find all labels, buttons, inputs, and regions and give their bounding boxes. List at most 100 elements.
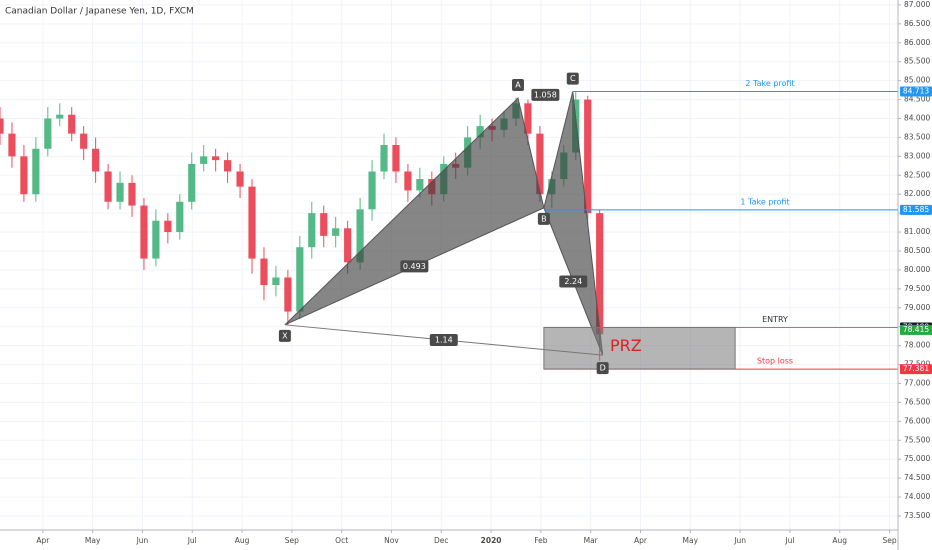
y-tick-label: 82.500 <box>904 170 930 179</box>
candle-body <box>296 247 304 312</box>
candle-body <box>56 114 64 119</box>
candle-body <box>380 144 388 172</box>
x-tick-label: Nov <box>384 536 399 545</box>
candle-body <box>176 201 184 233</box>
y-tick-label: 77.500 <box>904 360 930 369</box>
point-box <box>537 212 550 225</box>
ratio-box <box>559 275 588 288</box>
x-tick-label: May <box>85 536 101 545</box>
ratio-label: 1.058 <box>534 90 557 99</box>
y-tick-label: 81.000 <box>904 227 930 236</box>
candle-body <box>584 99 592 214</box>
price-label-box <box>900 204 932 215</box>
candle-body <box>212 156 220 161</box>
point-box <box>511 79 524 92</box>
candle-body <box>0 118 4 134</box>
candle-body <box>128 182 136 206</box>
x-tick-label: Mar <box>584 536 599 545</box>
y-tick-label: 85.000 <box>904 76 930 85</box>
candle-body <box>404 171 412 191</box>
overlay: 2 Take profit 1 Take profit ENTRY Stop loss… <box>278 72 898 375</box>
candle-body <box>260 258 268 286</box>
price-label: 84.713 <box>903 87 929 96</box>
x-tick-label: Sep <box>882 536 896 545</box>
chart-title: Canadian Dollar / Japanese Yen, 1D, FXCM <box>5 7 194 17</box>
candle-body <box>164 220 172 233</box>
ratio-label: 0.493 <box>403 262 426 271</box>
candle-body <box>272 277 280 286</box>
point-box <box>596 362 609 375</box>
ratio-label: 2.24 <box>564 277 582 286</box>
x-tick-label: Apr <box>36 536 50 545</box>
candle-body <box>92 148 100 172</box>
y-tick-label: 79.000 <box>904 303 930 312</box>
y-tick-label: 73.500 <box>904 511 930 520</box>
y-tick-label: 87.000 <box>904 0 930 9</box>
candle-body <box>344 228 352 263</box>
y-tick-label: 86.500 <box>904 19 930 28</box>
x-tick-label: Jun <box>136 536 149 545</box>
candle-body <box>44 118 52 149</box>
y-tick-label: 79.500 <box>904 284 930 293</box>
point-box <box>278 329 291 342</box>
candle-body <box>416 179 424 191</box>
y-tick-label: 76.000 <box>904 416 930 425</box>
y-tick-label: 84.000 <box>904 113 930 122</box>
point-box <box>566 72 579 85</box>
candle-body <box>32 148 40 195</box>
y-tick-label: 74.000 <box>904 492 930 501</box>
point-label: X <box>282 331 288 340</box>
candle-body <box>140 205 148 259</box>
point-label: A <box>515 81 521 90</box>
y-tick-label: 84.500 <box>904 95 930 104</box>
x-tick-label: 2020 <box>481 536 502 545</box>
y-tick-label: 85.500 <box>904 57 930 66</box>
y-tick-label: 86.000 <box>904 38 930 47</box>
candle-body <box>248 186 256 259</box>
candle-body <box>308 213 316 248</box>
x-tick-label: Sep <box>285 536 299 545</box>
candle-body <box>476 126 484 138</box>
point-label: D <box>600 364 606 373</box>
ratio-label: 1.14 <box>435 335 453 344</box>
price-label-box <box>900 86 932 97</box>
candle-body <box>80 133 88 149</box>
x-tick-label: Jun <box>733 536 746 545</box>
candle-body <box>188 163 196 202</box>
point-label: B <box>541 214 547 223</box>
candle-body <box>116 182 124 202</box>
candle-body <box>8 133 16 157</box>
x-tick-label: Oct <box>335 536 348 545</box>
x-tick-label: Feb <box>534 536 548 545</box>
level-name: ENTRY <box>762 315 788 324</box>
prz-label: PRZ <box>610 336 642 355</box>
x-tick-label: Aug <box>235 536 250 545</box>
y-tick-label: 78.000 <box>904 341 930 350</box>
y-tick-label: 75.000 <box>904 454 930 463</box>
x-tick-label: Apr <box>634 536 648 545</box>
level-name: Stop loss <box>757 357 793 366</box>
y-tick-label: 80.000 <box>904 265 930 274</box>
candle-body <box>20 156 28 195</box>
x-tick-label: May <box>683 536 699 545</box>
price-label-box <box>900 364 932 375</box>
candle-body <box>68 114 76 134</box>
candle-body <box>236 171 244 187</box>
x-tick-label: Dec <box>434 536 449 545</box>
ratio-box <box>429 333 458 346</box>
point-label: C <box>570 74 576 83</box>
y-tick-label: 75.500 <box>904 435 930 444</box>
y-tick-label: 74.500 <box>904 473 930 482</box>
candle-body <box>536 133 544 195</box>
last-price-box <box>900 324 932 335</box>
candle-body <box>524 103 532 134</box>
y-tick-label: 76.500 <box>904 397 930 406</box>
y-tick-label: 77.000 <box>904 378 930 387</box>
y-tick-label: 82.000 <box>904 189 930 198</box>
x-tick-label: Jul <box>784 536 794 545</box>
candle-body <box>152 220 160 259</box>
x-tick-label: Aug <box>832 536 847 545</box>
y-tick-label: 83.000 <box>904 151 930 160</box>
x-tick-label: Jul <box>187 536 197 545</box>
